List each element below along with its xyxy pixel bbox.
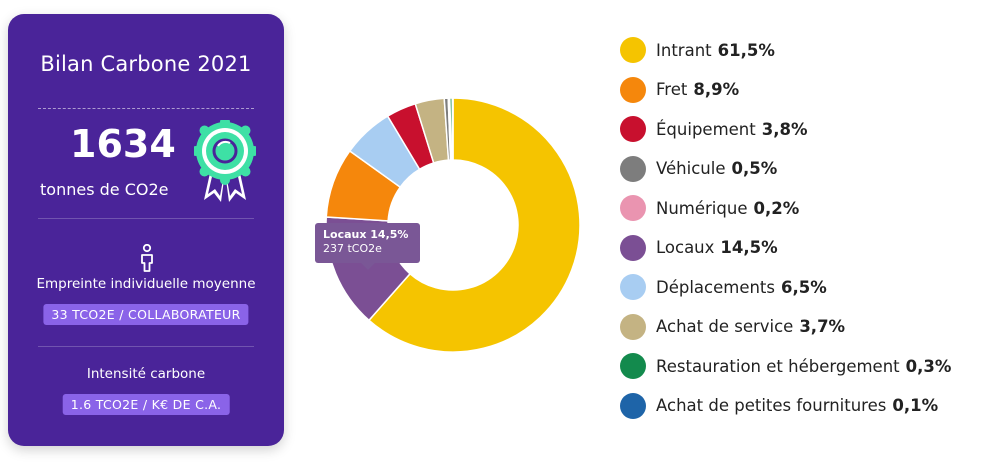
individual-footprint-badge: 33 TCO2E / COLLABORATEUR bbox=[43, 304, 249, 325]
legend-value: 0,5% bbox=[731, 159, 778, 178]
legend-value: 6,5% bbox=[781, 277, 827, 297]
donut-slice-9[interactable] bbox=[451, 97, 454, 161]
legend-value: 8,9% bbox=[693, 80, 740, 99]
legend-swatch bbox=[620, 392, 646, 419]
legend-item[interactable]: Achat de petites fournitures 0,1% bbox=[620, 392, 938, 420]
dashed-divider bbox=[38, 108, 254, 109]
carbon-intensity-badge: 1.6 TCO2E / K€ DE C.A. bbox=[62, 394, 230, 415]
legend-item[interactable]: Fret 8,9% bbox=[620, 76, 739, 104]
card-title: Bilan Carbone 2021 bbox=[40, 52, 252, 76]
person-icon bbox=[141, 244, 153, 272]
legend-swatch bbox=[620, 313, 646, 340]
legend-swatch bbox=[620, 274, 646, 300]
legend-swatch bbox=[620, 155, 646, 182]
legend-swatch bbox=[620, 353, 646, 379]
legend-item[interactable]: Achat de service 3,7% bbox=[620, 313, 845, 341]
award-rosette-icon bbox=[194, 120, 256, 202]
legend-label: Locaux bbox=[656, 238, 715, 257]
summary-card: Bilan Carbone 2021 1634 tonnes de CO2e E… bbox=[8, 14, 284, 446]
tooltip-value: 237 tCO2e bbox=[323, 242, 382, 255]
tooltip-title: Locaux 14,5% bbox=[323, 228, 409, 241]
legend-value: 0,1% bbox=[892, 396, 939, 415]
legend-label: Fret bbox=[656, 80, 688, 99]
legend-swatch bbox=[620, 195, 646, 221]
legend-swatch bbox=[620, 234, 646, 261]
legend-label: Véhicule bbox=[656, 159, 726, 178]
legend-value: 0,3% bbox=[905, 356, 952, 376]
section-divider bbox=[38, 346, 254, 347]
donut-slice-0[interactable] bbox=[367, 97, 581, 353]
legend-label: Achat de petites fournitures bbox=[656, 396, 887, 415]
legend-item[interactable]: Équipement 3,8% bbox=[620, 115, 807, 143]
legend-item[interactable]: Restauration et hébergement 0,3% bbox=[620, 352, 951, 380]
individual-footprint-label: Empreinte individuelle moyenne bbox=[36, 276, 256, 292]
legend-value: 3,7% bbox=[799, 317, 846, 336]
legend-item[interactable]: Numérique 0,2% bbox=[620, 194, 799, 222]
tooltip-arrow bbox=[361, 263, 375, 270]
total-emissions-unit: tonnes de CO2e bbox=[40, 180, 169, 199]
legend-swatch bbox=[620, 37, 646, 63]
legend-label: Numérique bbox=[656, 198, 748, 218]
legend-value: 3,8% bbox=[761, 119, 808, 139]
section-divider bbox=[38, 218, 254, 219]
legend-swatch bbox=[620, 76, 646, 103]
legend-item[interactable]: Intrant 61,5% bbox=[620, 36, 775, 64]
legend-swatch bbox=[620, 116, 646, 142]
legend-value: 0,2% bbox=[753, 198, 800, 218]
legend-item[interactable]: Véhicule 0,5% bbox=[620, 155, 777, 183]
legend-value: 61,5% bbox=[717, 40, 775, 60]
legend-label: Achat de service bbox=[656, 317, 794, 336]
total-emissions: 1634 bbox=[70, 122, 176, 166]
slice-tooltip: Locaux 14,5% 237 tCO2e bbox=[315, 223, 420, 270]
legend-label: Équipement bbox=[656, 119, 756, 139]
legend-label: Restauration et hébergement bbox=[656, 356, 900, 376]
legend-item[interactable]: Déplacements 6,5% bbox=[620, 273, 827, 301]
legend-label: Déplacements bbox=[656, 277, 775, 297]
legend-value: 14,5% bbox=[720, 238, 778, 257]
legend-label: Intrant bbox=[656, 40, 712, 60]
legend-item[interactable]: Locaux 14,5% bbox=[620, 234, 778, 262]
carbon-intensity-label: Intensité carbone bbox=[86, 366, 206, 382]
